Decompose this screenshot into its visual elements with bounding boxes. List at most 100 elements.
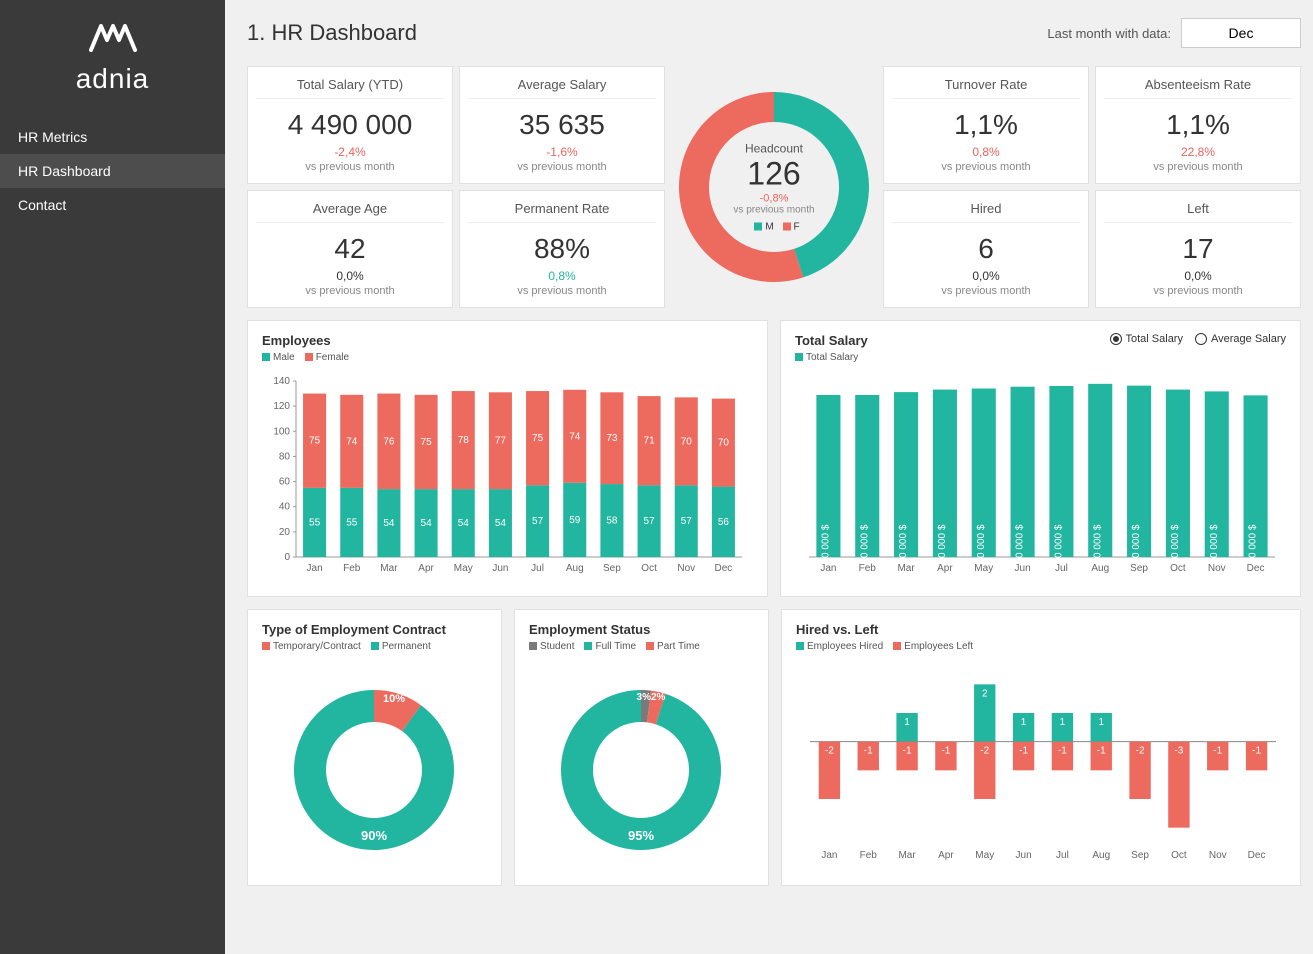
svg-text:58: 58: [606, 516, 618, 527]
svg-text:90%: 90%: [361, 828, 387, 843]
radio-average-salary[interactable]: Average Salary: [1195, 333, 1286, 345]
svg-text:57: 57: [644, 516, 656, 527]
salary-radio-group: Total Salary Average Salary: [1110, 333, 1287, 345]
svg-text:77: 77: [495, 436, 507, 447]
status-donut-chart: 3%2% 95%: [529, 660, 754, 870]
svg-text:Apr: Apr: [937, 563, 953, 574]
svg-text:May: May: [974, 563, 993, 574]
svg-text:Aug: Aug: [1091, 563, 1109, 574]
employees-panel: Employees MaleFemale 0204060801001201405…: [247, 320, 768, 597]
svg-text:Feb: Feb: [860, 850, 878, 861]
svg-text:74: 74: [569, 431, 581, 442]
svg-text:1: 1: [1060, 717, 1066, 728]
svg-text:Oct: Oct: [1171, 850, 1187, 861]
svg-text:54: 54: [421, 518, 433, 529]
brand-logo: adnia: [0, 0, 225, 120]
svg-text:55: 55: [309, 517, 321, 528]
employees-chart: 0204060801001201405575Jan5574Feb5476Mar5…: [262, 371, 752, 581]
svg-text:Nov: Nov: [677, 563, 695, 574]
svg-text:Jan: Jan: [821, 850, 837, 861]
hired-left-chart: -2Jan-1Feb1-1Mar-1Apr2-2May1-1Jun1-1Jul1…: [796, 660, 1286, 870]
svg-text:Nov: Nov: [1208, 563, 1226, 574]
employees-title: Employees: [262, 333, 753, 348]
kpi-permanent-rate: Permanent Rate 88% 0,8% vs previous mont…: [459, 190, 665, 308]
svg-text:Oct: Oct: [1170, 563, 1186, 574]
svg-text:-1: -1: [1252, 746, 1261, 757]
contract-donut-chart: 10% 90%: [262, 660, 487, 870]
svg-text:70: 70: [681, 436, 693, 447]
svg-text:73: 73: [606, 433, 618, 444]
svg-text:Apr: Apr: [938, 850, 954, 861]
page-title: 1. HR Dashboard: [247, 20, 417, 46]
svg-text:10%: 10%: [383, 693, 405, 705]
svg-text:75: 75: [421, 437, 433, 448]
svg-text:54: 54: [458, 518, 470, 529]
salary-chart: 4 500 000 $Jan4 500 000 $Feb4 580 000 $M…: [795, 371, 1285, 581]
svg-text:Jan: Jan: [820, 563, 836, 574]
svg-text:140: 140: [273, 376, 290, 387]
headcount-legend: M F: [714, 222, 834, 233]
headcount-delta: -0,8%: [714, 193, 834, 205]
svg-text:Sep: Sep: [1130, 563, 1148, 574]
svg-text:95%: 95%: [628, 828, 654, 843]
sidebar-nav: HR MetricsHR DashboardContact: [0, 120, 225, 222]
sidebar-item-hr-dashboard[interactable]: HR Dashboard: [0, 154, 225, 188]
kpi-left: Left 17 0,0% vs previous month: [1095, 190, 1301, 308]
svg-text:Sep: Sep: [603, 563, 621, 574]
svg-text:Aug: Aug: [1092, 850, 1110, 861]
svg-text:Aug: Aug: [566, 563, 584, 574]
kpi-hired: Hired 6 0,0% vs previous month: [883, 190, 1089, 308]
svg-text:59: 59: [569, 515, 581, 526]
headcount-donut-cell: Headcount 126 -0,8% vs previous month M …: [671, 66, 877, 308]
svg-text:-1: -1: [1213, 746, 1222, 757]
svg-text:78: 78: [458, 435, 470, 446]
svg-text:Jun: Jun: [492, 563, 508, 574]
radio-total-salary[interactable]: Total Salary: [1110, 333, 1183, 345]
sidebar: adnia HR MetricsHR DashboardContact: [0, 0, 225, 954]
svg-text:-1: -1: [864, 746, 873, 757]
svg-text:57: 57: [681, 516, 693, 527]
contract-title: Type of Employment Contract: [262, 622, 487, 637]
salary-legend: Total Salary: [795, 352, 868, 363]
month-selector-input[interactable]: [1181, 18, 1301, 48]
svg-text:75: 75: [309, 436, 321, 447]
svg-text:54: 54: [383, 518, 395, 529]
svg-text:Dec: Dec: [1247, 563, 1265, 574]
svg-text:-1: -1: [1019, 746, 1028, 757]
svg-text:120: 120: [273, 401, 290, 412]
kpi-grid: Total Salary (YTD) 4 490 000 -2,4% vs pr…: [247, 66, 1301, 308]
hired-left-title: Hired vs. Left: [796, 622, 1286, 637]
headcount-label: Headcount: [714, 142, 834, 156]
brand-name: adnia: [0, 63, 225, 95]
svg-text:100: 100: [273, 426, 290, 437]
svg-text:1: 1: [1021, 717, 1027, 728]
sidebar-item-contact[interactable]: Contact: [0, 188, 225, 222]
month-selector-label: Last month with data:: [1047, 26, 1171, 41]
svg-text:Nov: Nov: [1209, 850, 1227, 861]
kpi-turnover: Turnover Rate 1,1% 0,8% vs previous mont…: [883, 66, 1089, 184]
svg-text:-1: -1: [903, 746, 912, 757]
svg-text:-3: -3: [1174, 746, 1183, 757]
svg-text:55: 55: [346, 517, 358, 528]
hired-left-panel: Hired vs. Left Employees HiredEmployees …: [781, 609, 1301, 886]
svg-text:-1: -1: [1058, 746, 1067, 757]
svg-text:54: 54: [495, 518, 507, 529]
svg-text:3%2%: 3%2%: [637, 692, 666, 703]
svg-text:Dec: Dec: [715, 563, 733, 574]
svg-text:Jul: Jul: [1056, 850, 1069, 861]
headcount-sub: vs previous month: [714, 205, 834, 216]
employment-status-panel: Employment Status StudentFull TimePart T…: [514, 609, 769, 886]
svg-text:71: 71: [644, 436, 656, 447]
svg-text:Jun: Jun: [1015, 563, 1031, 574]
svg-text:2: 2: [982, 688, 988, 699]
svg-text:70: 70: [718, 438, 730, 449]
svg-text:May: May: [975, 850, 994, 861]
sidebar-item-hr-metrics[interactable]: HR Metrics: [0, 120, 225, 154]
kpi-average-age: Average Age 42 0,0% vs previous month: [247, 190, 453, 308]
svg-text:Jun: Jun: [1016, 850, 1032, 861]
status-title: Employment Status: [529, 622, 754, 637]
svg-text:75: 75: [532, 433, 544, 444]
svg-text:-2: -2: [825, 746, 834, 757]
contract-type-panel: Type of Employment Contract Temporary/Co…: [247, 609, 502, 886]
salary-panel: Total Salary Total Salary Total Salary A…: [780, 320, 1301, 597]
